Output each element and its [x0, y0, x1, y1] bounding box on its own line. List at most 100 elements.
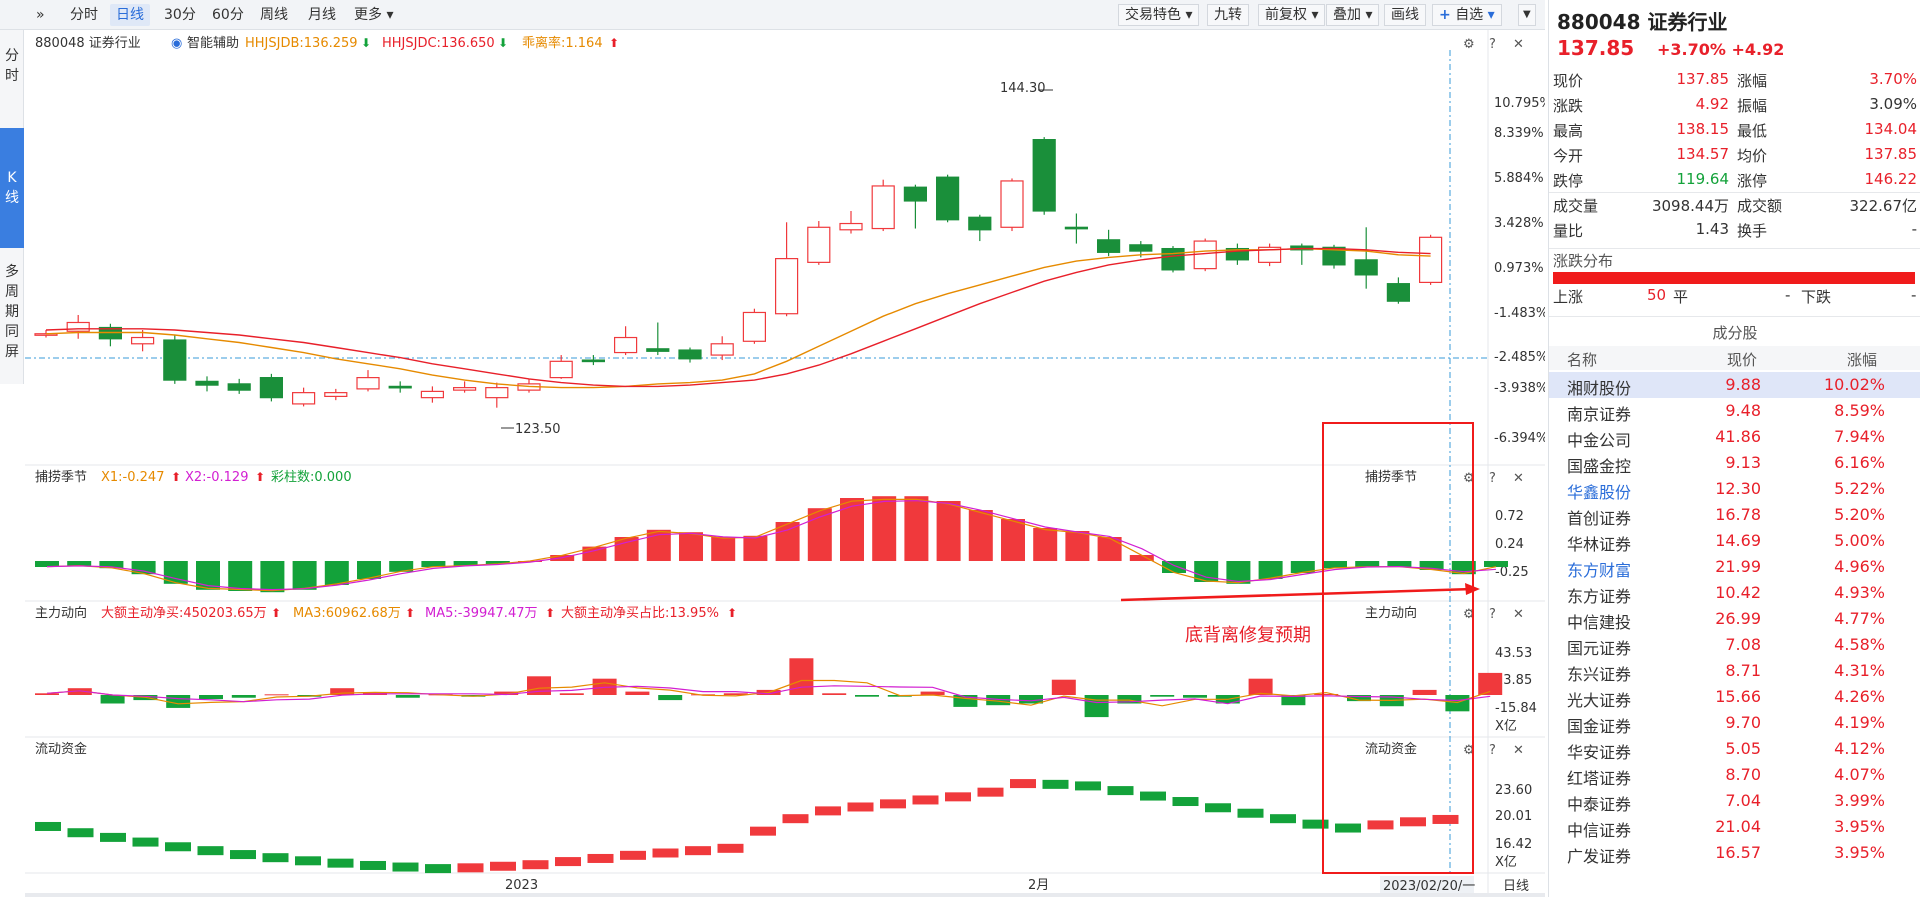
- candle-body[interactable]: [839, 222, 863, 231]
- candle-body[interactable]: [581, 359, 606, 363]
- head-name[interactable]: 名称: [1567, 351, 1598, 369]
- adjust-dropdown[interactable]: 前复权 ▾: [1258, 4, 1326, 26]
- component-row[interactable]: 华鑫股份 12.30 5.22%: [1549, 476, 1920, 502]
- candle-body[interactable]: [1161, 247, 1185, 271]
- candle-body[interactable]: [1000, 180, 1024, 228]
- candle-body[interactable]: [485, 387, 509, 399]
- candle-body[interactable]: [968, 216, 992, 231]
- period-tab-weekly[interactable]: 周线: [260, 7, 288, 23]
- candle-body[interactable]: [1418, 236, 1443, 284]
- candle-body[interactable]: [1257, 246, 1282, 263]
- candle-body[interactable]: [903, 186, 928, 202]
- candle-body[interactable]: [1096, 239, 1121, 253]
- component-row[interactable]: 中信证券 21.04 3.95%: [1549, 814, 1920, 840]
- component-row[interactable]: 东方证券 10.42 4.93%: [1549, 580, 1920, 606]
- add-watchlist-button[interactable]: + 自选 ▾: [1432, 4, 1502, 26]
- candle-body[interactable]: [935, 176, 960, 221]
- chart-area[interactable]: 880048 证券行业 ◉ 智能辅助 HHJSJDB:136.259 ⬇ HHJ…: [25, 30, 1552, 897]
- chart-svg[interactable]: 880048 证券行业 ◉ 智能辅助 HHJSJDB:136.259 ⬇ HHJ…: [25, 30, 1552, 897]
- component-price: 16.78: [1715, 505, 1761, 524]
- component-row[interactable]: 首创证券 16.78 5.20%: [1549, 502, 1920, 528]
- close-icon[interactable]: ✕: [1513, 607, 1524, 622]
- gear-icon[interactable]: ⚙: [1463, 37, 1475, 52]
- component-row[interactable]: 国盛金控 9.13 6.16%: [1549, 450, 1920, 476]
- side-tab-intraday[interactable]: 分时: [0, 42, 24, 94]
- candle-body[interactable]: [259, 377, 283, 399]
- candle-body[interactable]: [1322, 246, 1346, 266]
- candle-body[interactable]: [678, 349, 702, 360]
- candle-body[interactable]: [1129, 244, 1153, 252]
- side-tab-multi-period[interactable]: 多周期同屏: [0, 262, 24, 372]
- candle-body[interactable]: [227, 383, 251, 391]
- help-icon[interactable]: ?: [1489, 471, 1496, 486]
- component-row[interactable]: 东方财富 21.99 4.96%: [1549, 554, 1920, 580]
- candle-body[interactable]: [710, 343, 734, 356]
- close-icon[interactable]: ✕: [1513, 37, 1524, 52]
- help-icon[interactable]: ?: [1489, 743, 1496, 758]
- candle-body[interactable]: [324, 392, 348, 397]
- gear-icon[interactable]: ⚙: [1463, 743, 1475, 758]
- component-row[interactable]: 中泰证券 7.04 3.99%: [1549, 788, 1920, 814]
- candle-body[interactable]: [356, 377, 380, 390]
- component-row[interactable]: 南京证券 9.48 8.59%: [1549, 398, 1920, 424]
- component-row[interactable]: 光大证券 15.66 4.26%: [1549, 684, 1920, 710]
- component-row[interactable]: 国元证券 7.08 4.58%: [1549, 632, 1920, 658]
- component-row[interactable]: 中金公司 41.86 7.94%: [1549, 424, 1920, 450]
- candle-body[interactable]: [807, 226, 831, 263]
- component-row[interactable]: 华安证券 5.05 4.12%: [1549, 736, 1920, 762]
- candle-body[interactable]: [292, 392, 316, 405]
- candle-body[interactable]: [1064, 226, 1089, 230]
- help-icon[interactable]: ?: [1489, 37, 1496, 52]
- expand-icon[interactable]: »: [36, 7, 45, 23]
- candle-body[interactable]: [195, 380, 219, 386]
- candle-body[interactable]: [871, 185, 895, 230]
- candle-body[interactable]: [388, 385, 412, 389]
- candle-body[interactable]: [453, 387, 477, 391]
- period-tab-30min[interactable]: 30分: [164, 7, 196, 23]
- component-row[interactable]: 红塔证券 8.70 4.07%: [1549, 762, 1920, 788]
- candle-body[interactable]: [1386, 283, 1411, 302]
- candle-body[interactable]: [774, 258, 799, 315]
- side-tab-kline[interactable]: K线: [0, 128, 24, 248]
- scrollbar-track[interactable]: [25, 893, 1545, 897]
- more-periods-dropdown[interactable]: 更多 ▾: [354, 7, 394, 23]
- overlay-dropdown[interactable]: 叠加 ▾: [1326, 4, 1380, 26]
- assist-icon[interactable]: ◉: [171, 36, 182, 51]
- period-tab-monthly[interactable]: 月线: [308, 7, 336, 23]
- trade-feature-dropdown[interactable]: 交易特色 ▾: [1118, 4, 1200, 26]
- period-tab-daily[interactable]: 日线: [110, 4, 150, 26]
- nine-turn-button[interactable]: 九转: [1207, 4, 1249, 26]
- component-row[interactable]: 国金证券 9.70 4.19%: [1549, 710, 1920, 736]
- liquidity-bar: [1432, 814, 1459, 824]
- head-change[interactable]: 涨幅: [1847, 351, 1878, 369]
- candle-body[interactable]: [163, 339, 187, 381]
- period-tab-intraday[interactable]: 分时: [70, 7, 98, 23]
- head-price[interactable]: 现价: [1727, 351, 1758, 369]
- x-period-label[interactable]: 日线: [1503, 879, 1529, 894]
- assist-label[interactable]: 智能辅助: [187, 36, 239, 51]
- candle-body[interactable]: [1032, 139, 1056, 212]
- candle-body[interactable]: [1225, 247, 1250, 261]
- candle-body[interactable]: [646, 348, 670, 352]
- period-tab-60min[interactable]: 60分: [212, 7, 244, 23]
- draw-button[interactable]: 画线: [1384, 4, 1426, 26]
- component-row[interactable]: 中信建投 26.99 4.77%: [1549, 606, 1920, 632]
- gear-icon[interactable]: ⚙: [1463, 607, 1475, 622]
- gear-icon[interactable]: ⚙: [1463, 471, 1475, 486]
- close-icon[interactable]: ✕: [1513, 743, 1524, 758]
- component-row[interactable]: 东兴证券 8.71 4.31%: [1549, 658, 1920, 684]
- candle-body[interactable]: [742, 311, 767, 342]
- candle-body[interactable]: [1354, 259, 1378, 276]
- component-row[interactable]: 华林证券 14.69 5.00%: [1549, 528, 1920, 554]
- collapse-dropdown-icon[interactable]: ▼: [1518, 4, 1536, 26]
- close-icon[interactable]: ✕: [1513, 471, 1524, 486]
- catch-bar: [453, 561, 478, 566]
- help-icon[interactable]: ?: [1489, 607, 1496, 622]
- candle-body[interactable]: [66, 321, 90, 332]
- candle-body[interactable]: [130, 336, 155, 345]
- component-row[interactable]: 湘财股份 9.88 10.02%: [1549, 372, 1920, 398]
- candle-body[interactable]: [420, 390, 444, 399]
- component-row[interactable]: 广发证券 16.57 3.95%: [1549, 840, 1920, 866]
- candle-body[interactable]: [549, 360, 573, 379]
- candle-body[interactable]: [613, 336, 638, 354]
